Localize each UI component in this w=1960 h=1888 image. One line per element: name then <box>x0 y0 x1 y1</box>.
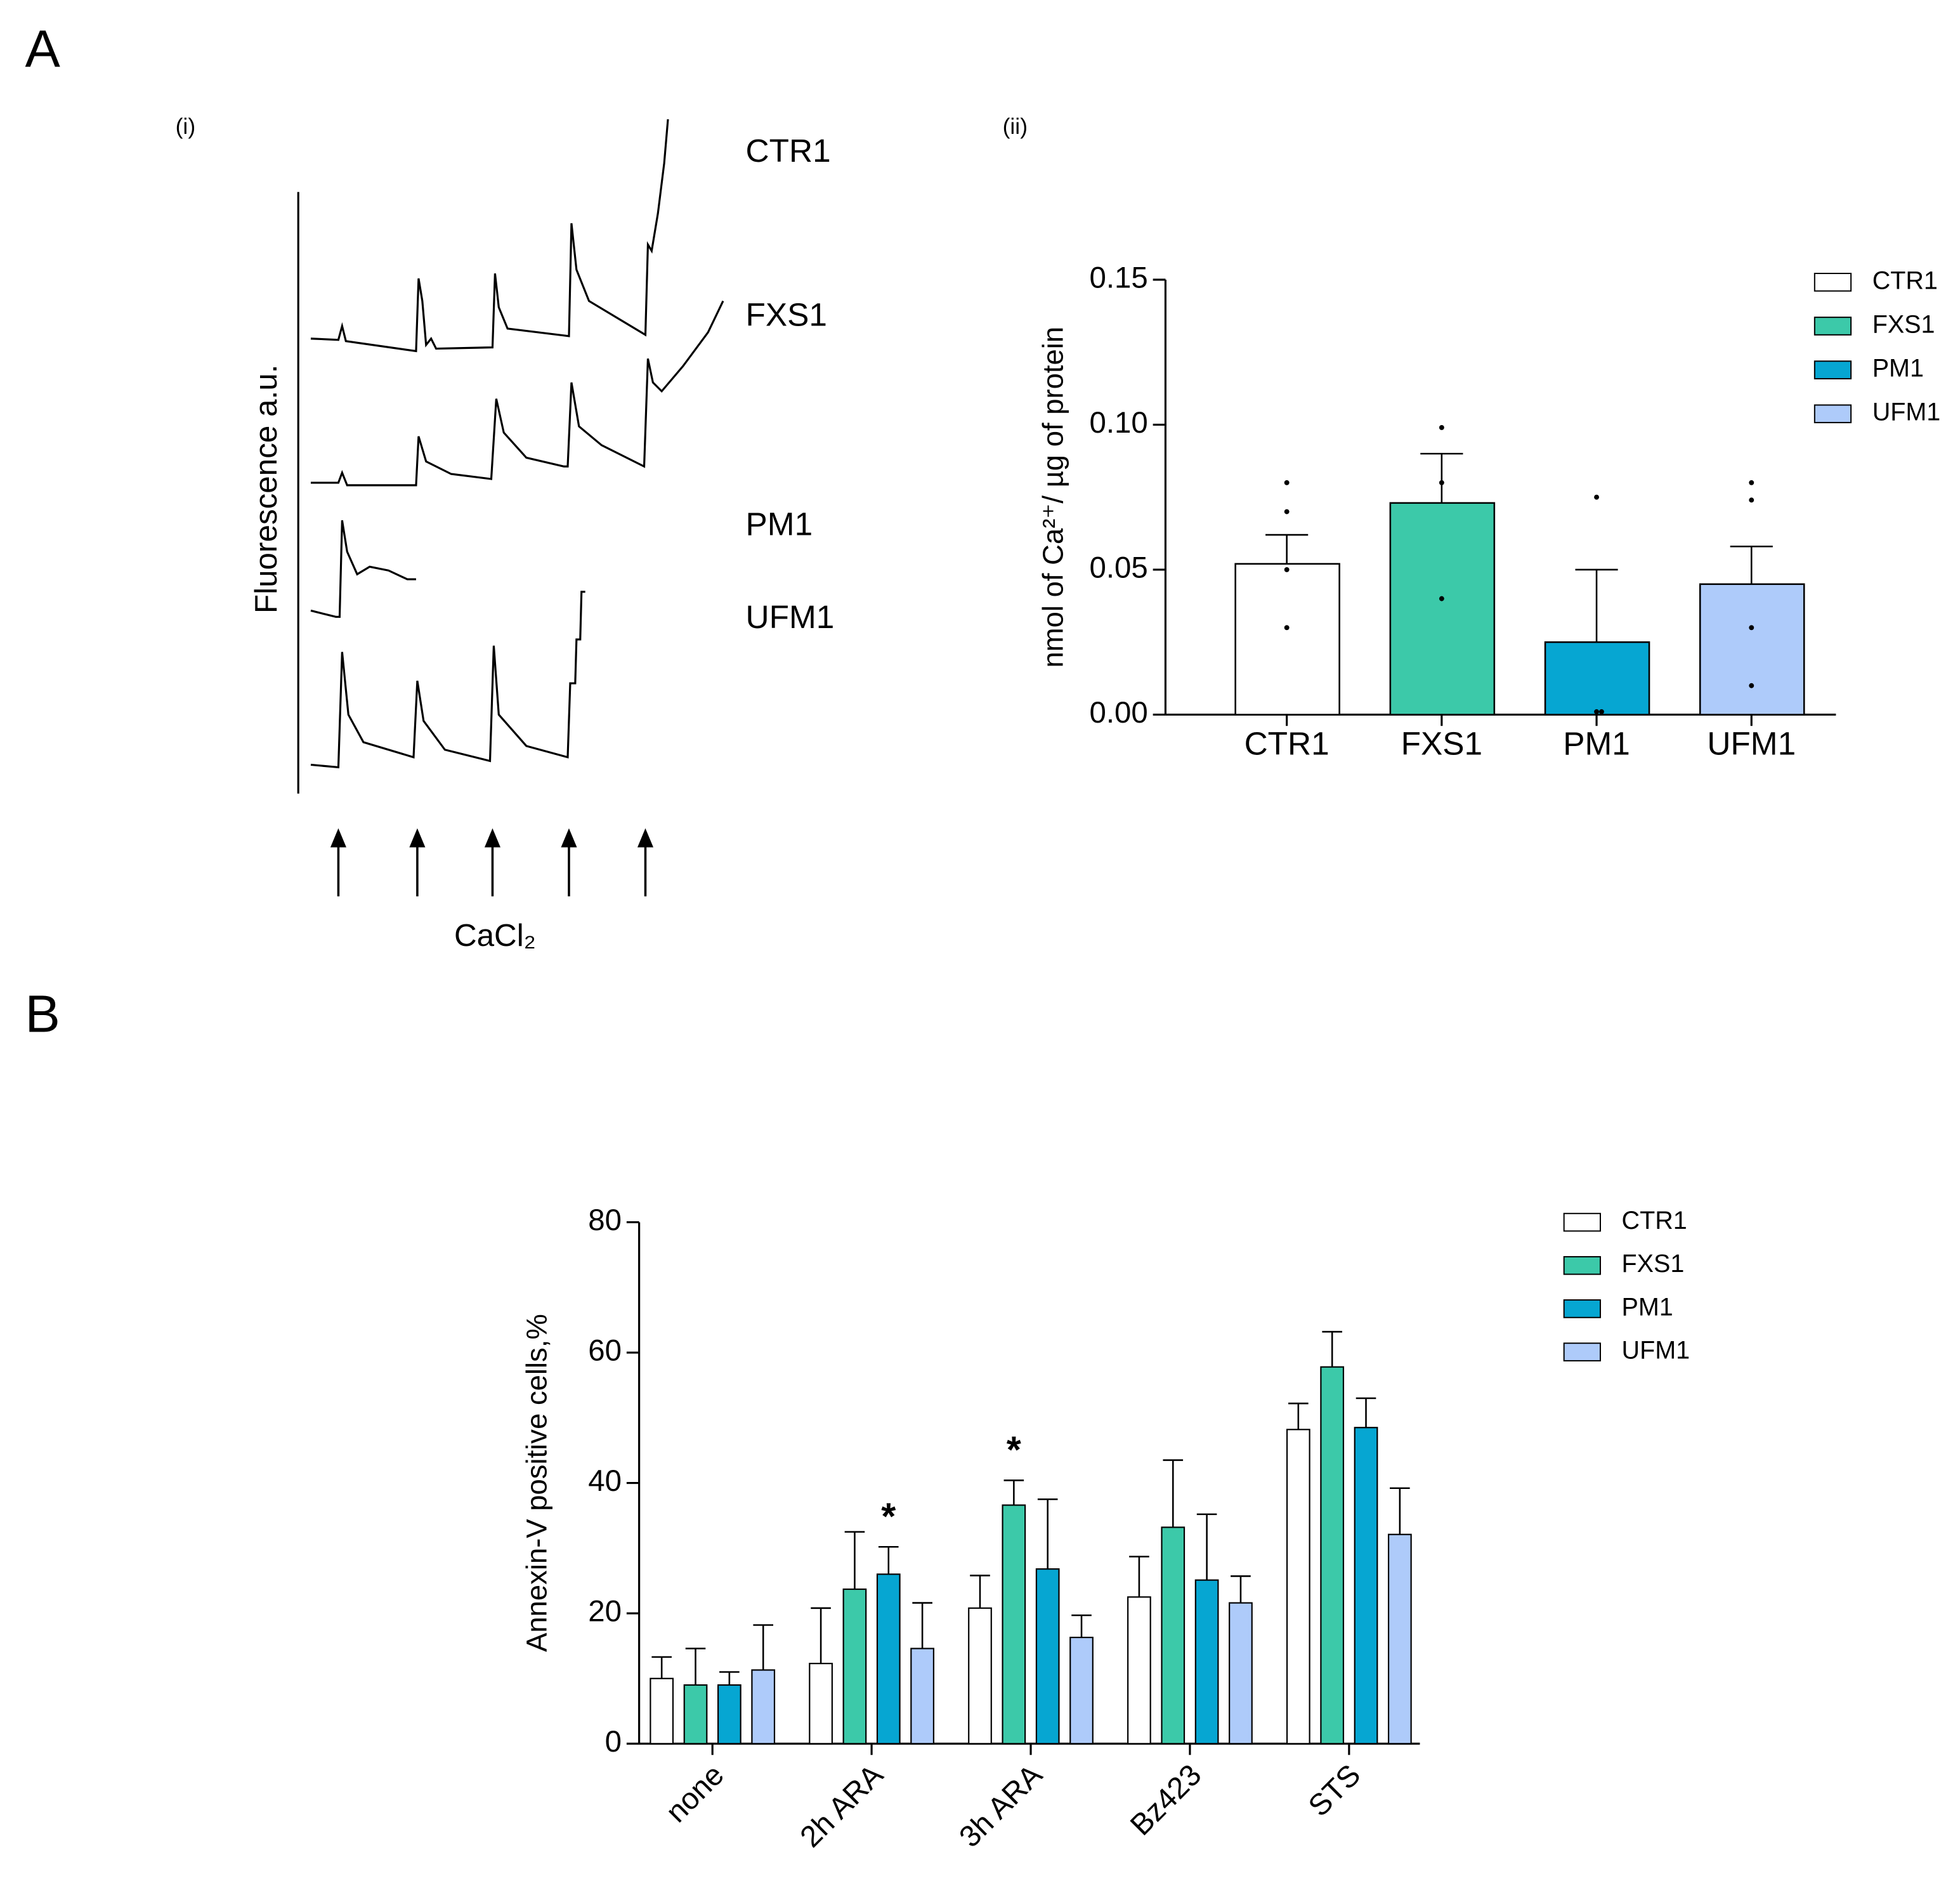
bar <box>842 1588 867 1745</box>
data-point <box>1284 567 1290 572</box>
significance-marker: * <box>881 1495 896 1537</box>
panel-label: A <box>25 19 61 78</box>
y-axis-label: nmol of Ca²⁺/ µg of protein <box>1037 327 1069 668</box>
bar <box>1387 1533 1412 1745</box>
subpanel-label: (i) <box>176 114 196 139</box>
legend-swatch <box>1563 1299 1601 1318</box>
bar <box>1035 1568 1060 1745</box>
legend-swatch <box>1813 273 1852 292</box>
bar <box>683 1684 708 1745</box>
legend-swatch <box>1813 360 1852 379</box>
x-tick-label: 3h ARA <box>953 1758 1049 1854</box>
trace <box>310 520 416 618</box>
bar <box>809 1663 833 1745</box>
bar <box>1194 1579 1219 1745</box>
trace <box>310 119 669 353</box>
x-tick-label: none <box>660 1758 731 1829</box>
y-tick-label: 0 <box>605 1725 622 1759</box>
data-point <box>1598 709 1604 714</box>
legend-label: PM1 <box>1622 1293 1673 1321</box>
trace-label: CTR1 <box>746 133 831 169</box>
data-point <box>1749 497 1754 503</box>
bar <box>1069 1636 1094 1745</box>
legend-swatch <box>1813 317 1852 336</box>
x-tick-label: UFM1 <box>1707 725 1796 761</box>
stimulus-label: CaCl₂ <box>454 918 536 953</box>
trace <box>310 591 585 769</box>
bar <box>1699 583 1805 716</box>
y-tick-label: 60 <box>588 1334 622 1368</box>
significance-marker: * <box>1007 1429 1021 1471</box>
x-tick-label: FXS1 <box>1401 725 1482 761</box>
data-point <box>1749 480 1754 485</box>
legend-label: CTR1 <box>1872 266 1938 294</box>
y-tick-label: 0.00 <box>1089 696 1147 730</box>
x-tick-label: PM1 <box>1563 725 1630 761</box>
bar <box>1389 502 1496 716</box>
bar <box>650 1677 674 1745</box>
bar <box>1127 1596 1151 1745</box>
bar <box>1544 641 1650 716</box>
data-point <box>1749 625 1754 631</box>
trace-label: FXS1 <box>746 297 827 333</box>
legend-swatch <box>1563 1255 1601 1275</box>
x-tick-label: 2h ARA <box>794 1758 889 1854</box>
trace <box>310 300 724 487</box>
subpanel-label: (ii) <box>1003 114 1028 139</box>
legend-label: UFM1 <box>1622 1337 1690 1365</box>
data-point <box>1439 480 1444 485</box>
data-point <box>1594 709 1599 714</box>
bar <box>1002 1504 1026 1745</box>
y-tick-label: 80 <box>588 1203 622 1237</box>
bar <box>1354 1427 1378 1745</box>
bar <box>717 1684 742 1745</box>
data-point <box>1284 480 1290 485</box>
data-point <box>1284 625 1290 631</box>
bar <box>1229 1602 1253 1745</box>
trace-label: UFM1 <box>746 599 835 635</box>
bar <box>751 1669 776 1745</box>
y-tick-label: 0.15 <box>1089 261 1147 294</box>
y-tick-label: 0.10 <box>1089 406 1147 440</box>
y-tick-label: 40 <box>588 1464 622 1498</box>
data-point <box>1594 494 1599 500</box>
y-tick-label: 20 <box>588 1595 622 1629</box>
trace-label: PM1 <box>746 506 813 542</box>
data-point <box>1439 596 1444 601</box>
legend-swatch <box>1563 1342 1601 1361</box>
legend-swatch <box>1563 1212 1601 1232</box>
bar <box>1234 563 1340 716</box>
panel-label: B <box>25 984 60 1043</box>
legend-label: FXS1 <box>1622 1250 1685 1278</box>
bar <box>910 1648 934 1745</box>
bar <box>876 1573 901 1745</box>
legend-swatch <box>1813 404 1852 424</box>
arrows <box>330 828 654 896</box>
data-point <box>1749 683 1754 688</box>
legend-label: FXS1 <box>1872 310 1935 338</box>
y-tick-label: 0.05 <box>1089 551 1147 584</box>
bar <box>1161 1526 1186 1745</box>
bar <box>968 1607 992 1745</box>
bar <box>1320 1366 1345 1745</box>
legend-label: CTR1 <box>1622 1207 1687 1235</box>
legend-label: PM1 <box>1872 355 1924 383</box>
data-point <box>1284 509 1290 515</box>
y-axis-label: Fluorescence a.u. <box>249 365 284 613</box>
bar <box>1286 1429 1310 1745</box>
legend-label: UFM1 <box>1872 398 1941 426</box>
x-tick-label: CTR1 <box>1245 725 1330 761</box>
x-tick-label: Bz423 <box>1124 1758 1208 1842</box>
x-tick-label: STS <box>1302 1758 1368 1823</box>
y-axis-label: Annexin-V positive cells,% <box>521 1314 553 1652</box>
data-point <box>1439 425 1444 430</box>
